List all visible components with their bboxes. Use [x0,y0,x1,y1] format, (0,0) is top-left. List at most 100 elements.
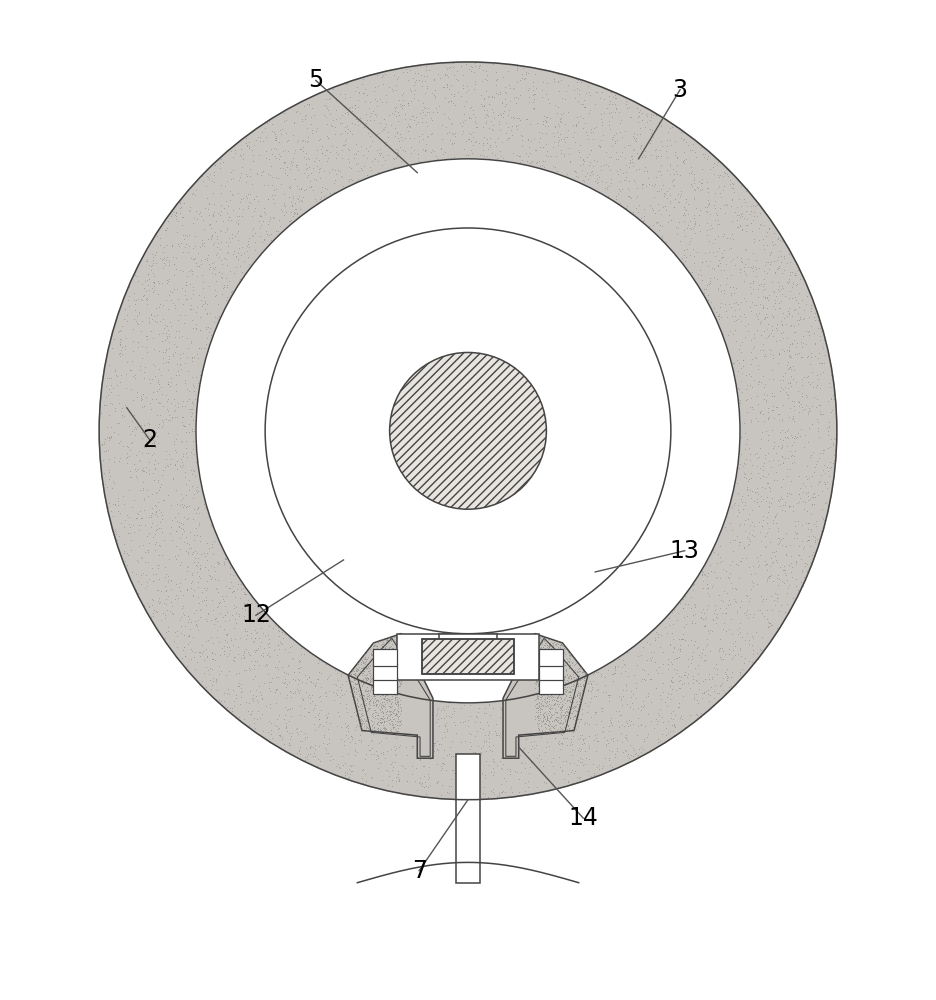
Point [189,182,204,198]
Point [618,682,633,698]
Point [373,743,388,759]
Point [339,705,354,721]
Point [577,670,592,686]
Point [548,711,563,727]
Point [226,578,241,594]
Point [333,636,348,652]
Point [552,640,567,656]
Point [382,642,397,658]
Point [347,667,362,683]
Point [357,715,372,731]
Point [352,742,367,758]
Point [174,433,189,449]
Point [572,652,587,668]
Point [350,626,365,642]
Point [360,670,375,686]
Point [125,392,140,408]
Point [826,387,841,403]
Point [252,684,267,700]
Point [540,630,555,646]
Point [714,250,729,266]
Point [126,321,141,337]
Point [809,513,824,529]
Point [613,173,628,189]
Point [557,686,572,702]
Point [586,669,601,685]
Point [621,746,636,762]
Point [550,99,565,115]
Point [665,711,680,727]
Point [146,274,161,290]
Point [562,706,577,722]
Point [187,543,202,559]
Point [812,403,827,419]
Point [127,370,142,386]
Point [229,581,244,597]
Point [434,131,449,147]
Point [344,763,359,779]
Point [371,164,386,180]
Point [185,286,200,302]
Point [201,319,216,335]
Point [769,554,784,570]
Point [261,618,276,634]
Point [539,644,554,660]
Point [765,617,780,633]
Point [569,670,584,686]
Point [437,756,452,772]
Point [760,619,775,635]
Point [376,729,391,745]
Point [346,704,361,720]
Point [703,273,718,289]
Point [567,677,582,693]
Point [200,562,215,578]
Point [331,672,346,688]
Point [625,204,640,220]
Point [311,689,326,705]
Point [548,675,563,691]
Point [549,124,564,140]
Point [728,580,743,596]
Point [539,745,554,761]
Point [173,486,188,502]
Point [435,79,450,95]
Point [786,324,801,340]
Point [438,698,453,714]
Point [137,502,152,518]
Point [750,645,765,661]
Point [192,287,207,303]
Point [356,696,371,712]
Point [179,445,194,461]
Point [311,671,326,687]
Point [576,652,591,668]
Point [800,434,815,450]
Point [347,150,362,166]
Point [382,678,397,694]
Point [567,134,582,150]
Point [515,138,530,154]
Point [648,630,663,646]
Point [769,399,784,415]
Point [331,682,346,698]
Point [179,529,194,545]
Point [200,605,215,621]
Point [702,195,717,211]
Point [388,651,403,667]
Point [587,765,602,781]
Point [342,726,357,742]
Point [636,639,651,655]
Point [350,648,365,664]
Point [802,356,817,372]
Point [364,712,379,728]
Point [378,669,393,685]
Point [573,676,588,692]
Point [416,758,431,774]
Point [124,573,139,589]
Point [770,530,785,546]
Point [170,363,185,379]
Point [253,220,268,236]
Point [392,659,407,675]
Point [795,292,810,308]
Point [493,106,508,122]
Point [152,571,167,587]
